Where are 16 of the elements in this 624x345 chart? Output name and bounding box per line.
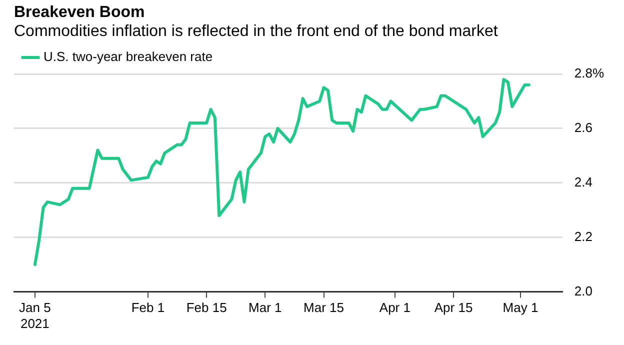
x-tick-label: Mar 1 [248, 300, 282, 316]
chart-subtitle: Commodities inflation is reflected in the front end of the bond market [14, 23, 499, 41]
x-tick-label: Apr 15 [434, 300, 473, 316]
x-tick-label: Jan 5 2021 [19, 300, 51, 331]
chart-title: Breakeven Boom [14, 4, 146, 22]
y-tick-label: 2.4 [574, 174, 592, 190]
y-tick-label: 2.8% [574, 66, 604, 81]
legend-label: U.S. two-year breakeven rate [44, 49, 213, 64]
x-tick-label: Mar 15 [304, 300, 344, 316]
y-tick-label: 2.2 [574, 228, 592, 244]
x-tick-label: May 1 [502, 300, 538, 316]
y-tick-label: 2.6 [574, 120, 592, 136]
x-tick-label: Feb 15 [186, 300, 227, 316]
x-tick-label: Feb 1 [131, 300, 165, 316]
x-tick-label: Apr 1 [379, 300, 410, 316]
y-tick-label: 2.0 [574, 283, 592, 298]
